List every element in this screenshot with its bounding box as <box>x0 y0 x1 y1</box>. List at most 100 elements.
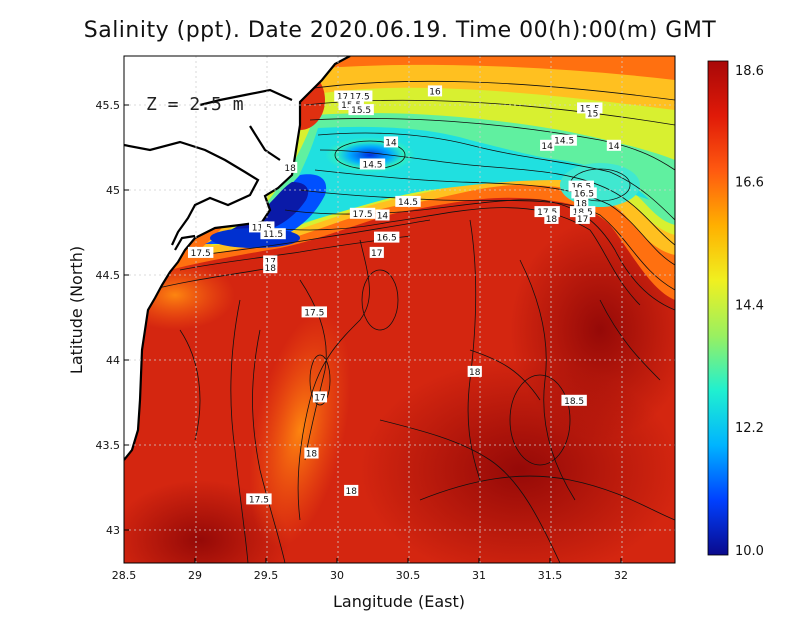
contour-label: 18 <box>263 262 278 274</box>
contour-label-box <box>540 139 555 151</box>
x-tick-label: 30 <box>330 569 344 582</box>
contour-label-box <box>349 207 376 219</box>
x-tick-label: 31.5 <box>538 569 563 582</box>
plot-frame <box>123 55 676 564</box>
contour-label: 17.5 <box>301 306 327 318</box>
contour-label-text: 17.5 <box>350 93 370 103</box>
contour-label: 11.5 <box>260 228 286 240</box>
contour-label-text: 18 <box>284 164 296 174</box>
contour-label-box <box>534 206 560 218</box>
contour-label-box <box>304 447 319 459</box>
colorbar-tick-label: 12.2 <box>735 421 764 436</box>
contour-label-text: 17 <box>314 393 325 403</box>
contour-label-text: 11.5 <box>263 230 283 240</box>
contour-label-text: 18.5 <box>564 397 584 407</box>
contour-label-box <box>260 228 286 240</box>
contour-label-text: 14.5 <box>554 137 574 147</box>
depth-label: Z = 2.5 m <box>146 94 244 115</box>
contour-label: 16 <box>427 85 443 97</box>
contour-label: 17.5 <box>349 207 376 220</box>
colorbar-gradient <box>707 60 729 556</box>
contour-label-box <box>571 187 597 199</box>
contour-label-text: 18 <box>345 487 357 497</box>
x-tick-label: 28.5 <box>112 569 137 582</box>
contour-label-text: 14 <box>541 142 553 152</box>
contour-label-box <box>312 391 328 403</box>
contour-label-box <box>375 209 390 221</box>
contour-label: 17.5 <box>347 90 373 103</box>
contour-label-text: 18 <box>546 215 558 225</box>
x-tick-label: 31 <box>472 569 486 582</box>
y-tick-label: 45 <box>106 184 120 197</box>
x-axis-ticks: 28.5 29 29.5 30 30.5 31 31.5 32 <box>112 558 628 582</box>
contour-label-box <box>383 136 399 148</box>
contour-label-box <box>249 221 275 233</box>
y-axis-title: Latitude (North) <box>67 246 86 374</box>
contour-label-box <box>348 104 374 116</box>
contour-label: 17 <box>312 391 328 403</box>
y-tick-label: 43.5 <box>96 439 121 452</box>
contour-label-text: 18 <box>576 200 588 210</box>
contour-label-box <box>395 195 421 207</box>
contour-label: 14 <box>540 139 555 152</box>
x-tick-label: 32 <box>614 569 628 582</box>
x-tick-label: 29.5 <box>254 569 279 582</box>
contour-label: 17.5 <box>334 90 360 103</box>
y-tick-label: 44.5 <box>96 269 121 282</box>
x-tick-label: 30.5 <box>396 569 421 582</box>
colorbar-tick-label: 16.6 <box>735 176 764 191</box>
contour-label: 18 <box>283 161 298 174</box>
land <box>124 56 350 460</box>
contour-label-box <box>369 246 384 258</box>
colorbar-tick-label: 14.4 <box>735 298 764 313</box>
contour-label-box <box>334 90 360 102</box>
contour-label-box <box>263 262 278 274</box>
coastline <box>124 56 351 461</box>
contour-label: 18.5 <box>561 394 587 407</box>
contour-label-text: 17.5 <box>337 93 357 103</box>
contour-label-text: 17.5 <box>353 210 373 220</box>
contour-label: 18 <box>544 212 559 225</box>
contour-label-box <box>569 206 596 218</box>
contour-label-box <box>374 231 400 243</box>
contour-label: 14.5 <box>395 195 421 208</box>
contour-label: 17 <box>575 212 590 225</box>
grid <box>124 56 675 563</box>
contour-label-text: 14.5 <box>362 161 382 171</box>
contour-label-text: 14 <box>377 212 389 222</box>
colorbar-tick-label: 10.0 <box>735 544 764 559</box>
contour-label: 14 <box>606 139 621 152</box>
contour-label: 18 <box>467 365 482 378</box>
contour-label: 18 <box>344 484 359 497</box>
contour-label: 17.5 <box>246 493 272 505</box>
contour-label-box <box>427 85 443 97</box>
contour-label-text: 16.5 <box>574 189 594 199</box>
map-title: Salinity (ppt). Date 2020.06.19. Time 00… <box>83 18 717 43</box>
contour-label-box <box>301 306 327 318</box>
colorbar: 18.6 16.6 14.4 12.2 10.0 <box>707 60 764 559</box>
contour-label-text: 15.5 <box>351 106 371 116</box>
contour-label-box <box>606 139 621 151</box>
contour-label-text: 18 <box>265 264 277 274</box>
contour-label-box <box>467 365 482 377</box>
y-tick-label: 43 <box>106 524 120 537</box>
contour-label-text: 17.5 <box>249 495 269 505</box>
contour-label-text: 17 <box>577 215 588 225</box>
contour-label-box <box>347 90 373 102</box>
contour-label-text: 17.5 <box>304 308 324 318</box>
y-axis-ticks: 43 43.5 44 44.5 45 45.5 <box>96 99 129 537</box>
contour-labels: 17.517.515.515.51615.515141414.5141814.5… <box>187 85 621 505</box>
contour-label-text: 14 <box>608 142 620 152</box>
contour-label: 14.5 <box>551 134 577 147</box>
contour-label-box <box>574 197 589 209</box>
colorbar-tick-label: 18.6 <box>735 64 764 79</box>
x-tick-label: 29 <box>188 569 202 582</box>
contour-label-box <box>283 161 298 173</box>
contour-label-box <box>551 134 577 146</box>
contour-label-text: 17 <box>371 249 382 259</box>
x-axis-title: Langitude (East) <box>333 592 465 611</box>
contour-label: 14 <box>383 136 399 148</box>
contour-label: 17 <box>369 246 384 259</box>
contour-label: 18 <box>574 197 589 210</box>
